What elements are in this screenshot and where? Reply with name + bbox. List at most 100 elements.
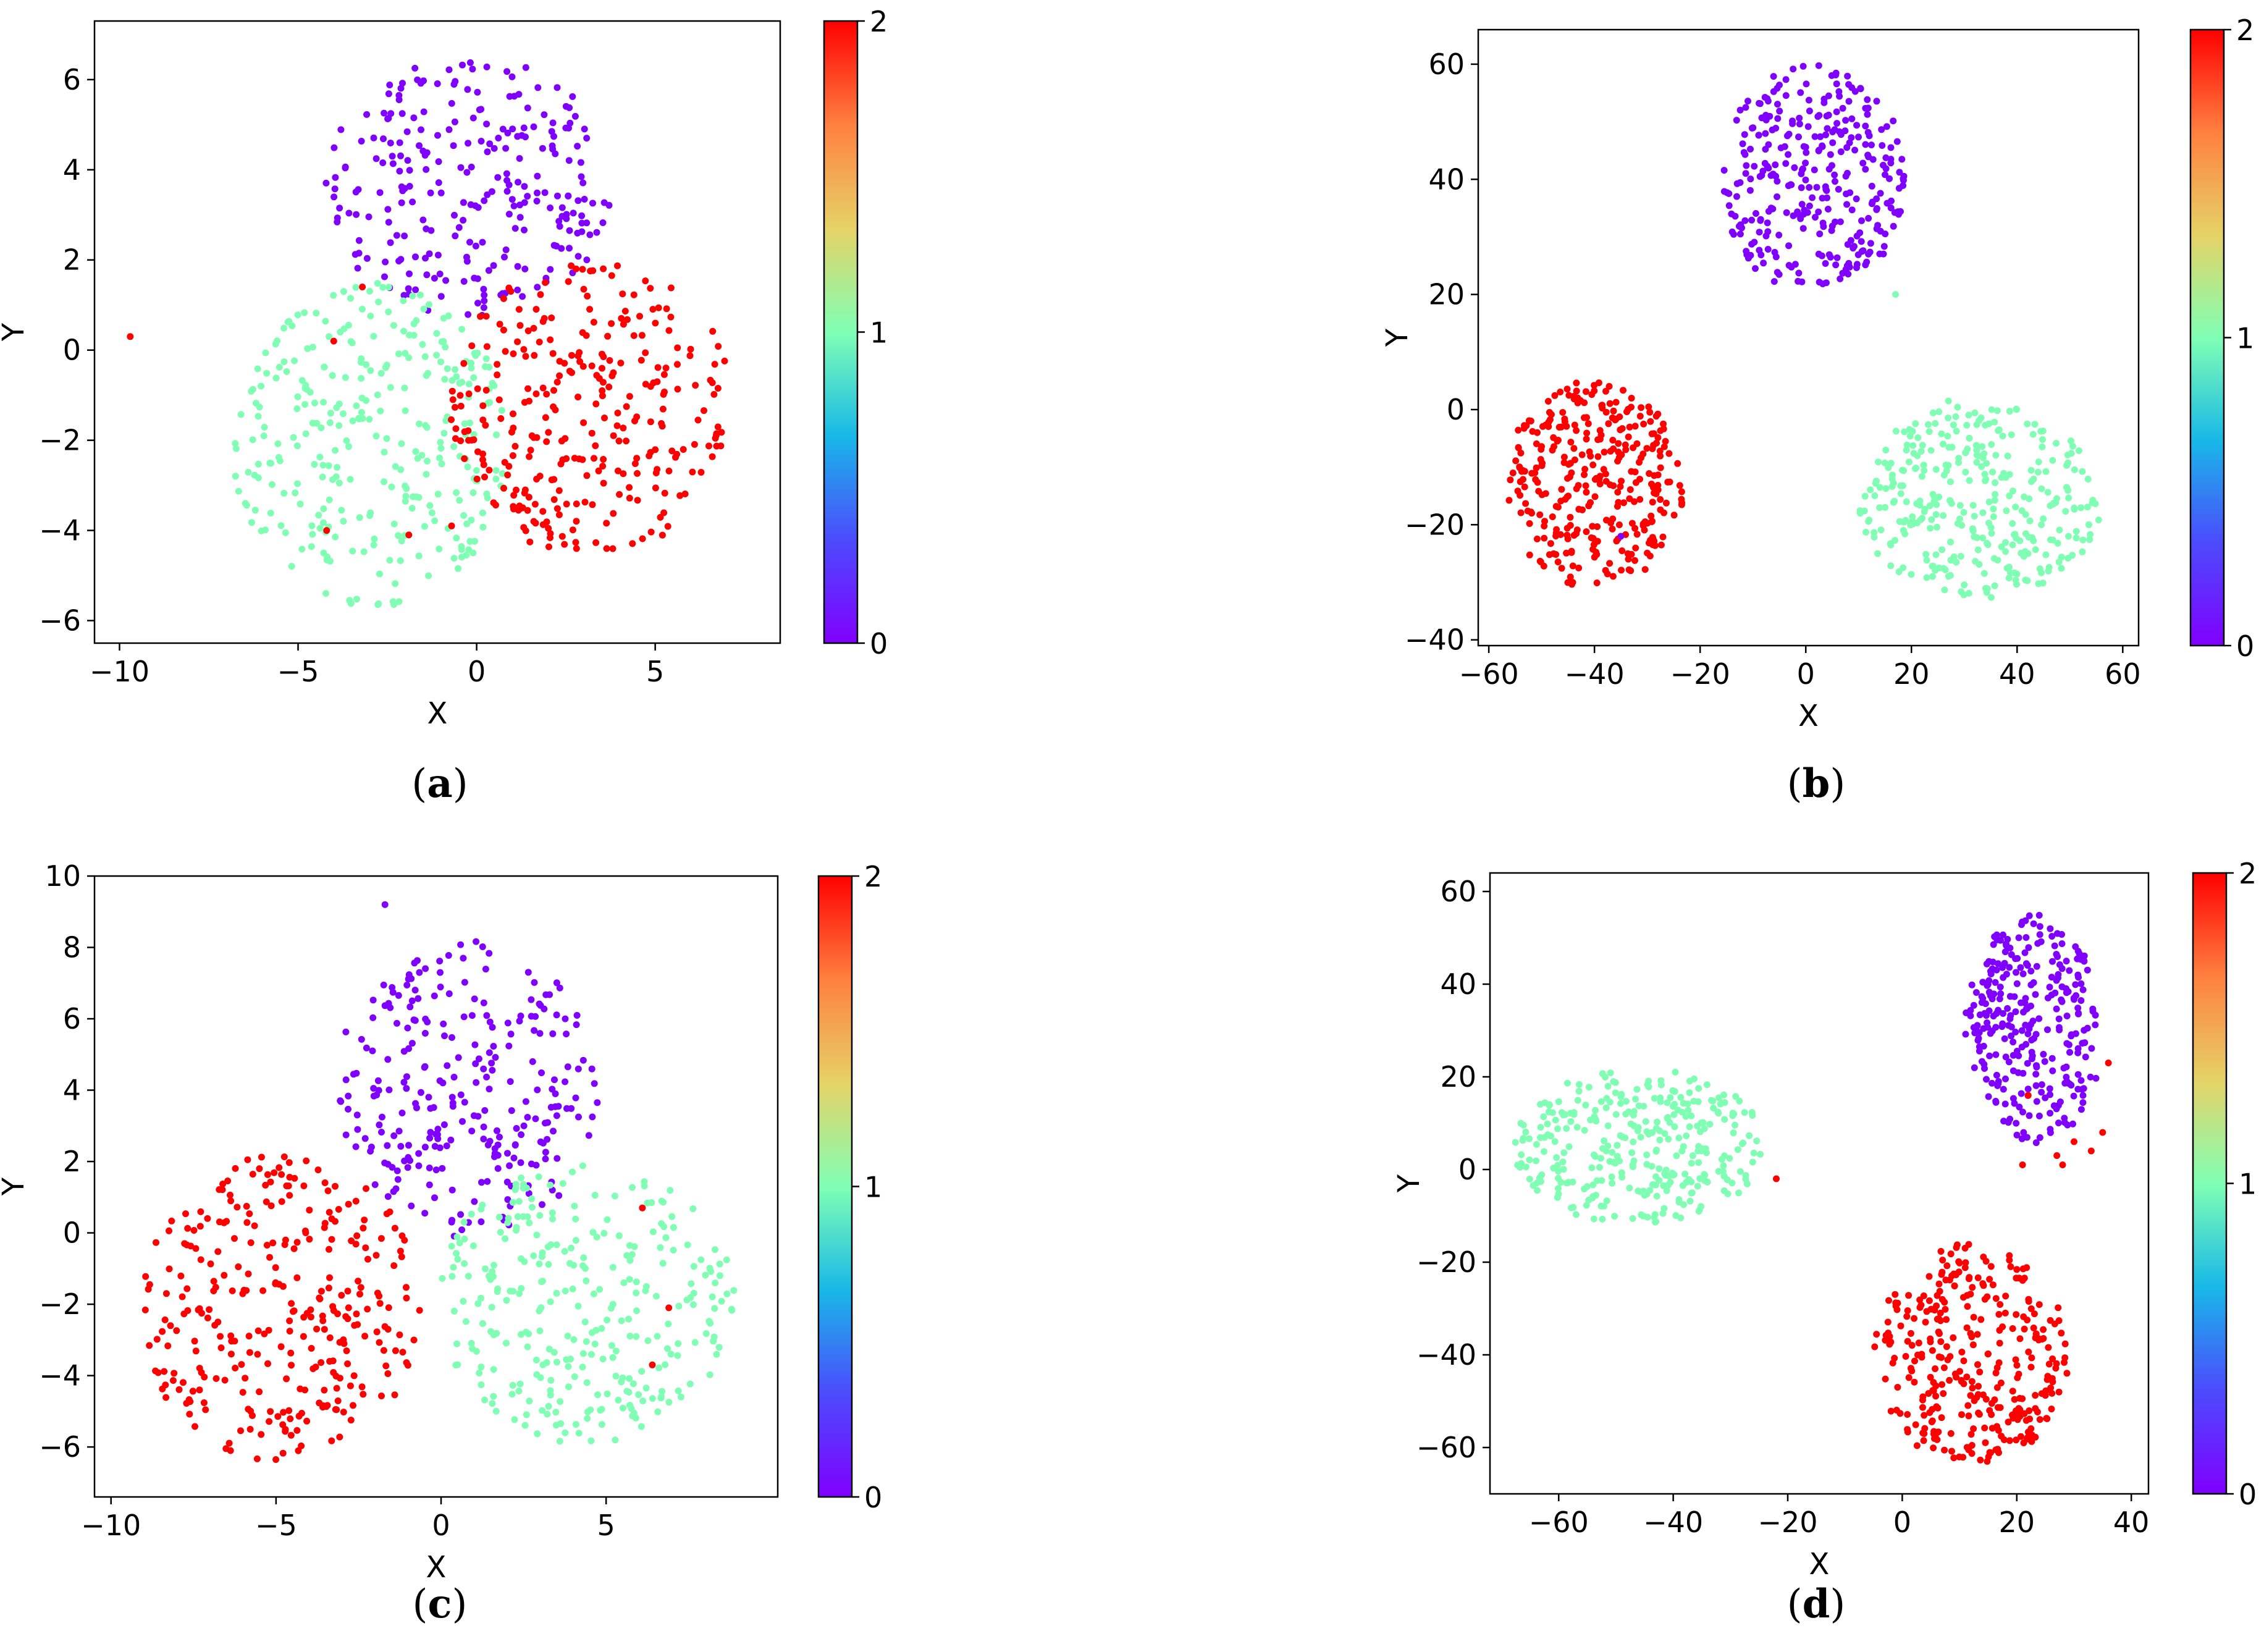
point-class-1 xyxy=(593,1233,600,1241)
point-class-2 xyxy=(448,416,455,423)
point-class-1 xyxy=(421,353,429,360)
point-class-2 xyxy=(1563,386,1571,393)
point-class-2 xyxy=(548,476,555,484)
point-class-0 xyxy=(473,1079,480,1086)
point-class-1 xyxy=(633,1289,640,1297)
point-class-1 xyxy=(320,398,327,406)
point-class-0 xyxy=(400,1048,408,1055)
point-class-1 xyxy=(615,1232,623,1239)
point-class-1 xyxy=(604,1317,611,1324)
x-tick-label: 0 xyxy=(1893,1506,1911,1539)
point-class-1 xyxy=(316,453,324,461)
point-class-1 xyxy=(1861,492,1869,500)
point-class-0 xyxy=(394,1176,402,1183)
point-class-2 xyxy=(514,338,521,345)
point-class-1 xyxy=(1918,473,1925,480)
point-class-1 xyxy=(1990,505,1997,513)
point-class-2 xyxy=(483,343,490,350)
point-class-2 xyxy=(1649,518,1656,525)
point-class-2 xyxy=(306,1207,313,1214)
point-class-1 xyxy=(1721,1152,1728,1160)
point-class-2 xyxy=(1657,452,1664,460)
point-class-1 xyxy=(381,478,388,486)
point-class-1 xyxy=(308,543,315,550)
point-class-1 xyxy=(633,1333,640,1340)
point-class-1 xyxy=(1934,523,1940,531)
point-class-0 xyxy=(1848,206,1856,214)
point-class-1 xyxy=(2056,526,2063,534)
point-class-0 xyxy=(1987,971,1995,977)
point-class-2 xyxy=(168,1217,175,1224)
point-class-2 xyxy=(1589,523,1596,530)
point-class-1 xyxy=(424,369,432,377)
point-class-0 xyxy=(1795,269,1803,277)
point-class-0 xyxy=(450,81,458,88)
point-class-2 xyxy=(1988,1411,1995,1418)
point-class-2 xyxy=(2028,1354,2035,1362)
point-class-0 xyxy=(426,1165,433,1171)
point-class-1 xyxy=(642,1283,650,1290)
point-class-2 xyxy=(1968,1378,1976,1385)
point-class-0 xyxy=(337,126,345,133)
point-class-1 xyxy=(479,509,486,516)
point-class-2 xyxy=(600,353,607,360)
point-class-1 xyxy=(513,1224,520,1231)
point-class-1 xyxy=(1555,1191,1562,1198)
panel-caption: (c) xyxy=(413,1581,468,1627)
point-class-2 xyxy=(553,379,561,386)
point-class-2 xyxy=(620,470,627,478)
point-class-0 xyxy=(2035,1015,2043,1022)
point-class-1 xyxy=(2020,553,2027,560)
point-class-0 xyxy=(1770,88,1777,95)
point-class-0 xyxy=(581,196,588,203)
point-class-0 xyxy=(471,1198,478,1205)
point-class-0 xyxy=(2035,912,2043,919)
x-tick-label: −60 xyxy=(1459,657,1519,691)
point-class-0 xyxy=(2054,953,2061,960)
point-class-1 xyxy=(460,1297,467,1305)
point-class-0 xyxy=(345,1092,352,1100)
point-class-1 xyxy=(255,413,262,420)
point-class-2 xyxy=(680,446,687,453)
point-class-2 xyxy=(1885,1297,1892,1304)
point-class-1 xyxy=(549,1215,556,1223)
point-class-2 xyxy=(2032,1392,2039,1399)
point-class-0 xyxy=(2005,1058,2013,1066)
point-class-1 xyxy=(1633,1085,1641,1093)
point-class-2 xyxy=(303,1310,311,1317)
point-class-1 xyxy=(648,1199,655,1207)
point-class-0 xyxy=(2032,1071,2040,1078)
point-class-2 xyxy=(280,1153,288,1160)
point-class-1 xyxy=(363,397,370,404)
point-class-2 xyxy=(626,393,633,400)
point-class-2 xyxy=(2048,1389,2056,1397)
point-class-2 xyxy=(604,332,612,340)
point-class-2 xyxy=(391,1224,398,1232)
point-class-2 xyxy=(526,397,532,405)
point-class-0 xyxy=(414,957,421,964)
point-class-2 xyxy=(1894,1384,1901,1391)
point-class-2 xyxy=(1583,429,1591,437)
point-class-1 xyxy=(1912,420,1919,428)
point-class-0 xyxy=(1880,243,1888,250)
point-class-0 xyxy=(1762,116,1770,124)
point-class-2 xyxy=(1946,1376,1953,1384)
point-class-0 xyxy=(1815,147,1822,154)
point-class-0 xyxy=(1827,253,1834,261)
y-tick-label: −2 xyxy=(39,1287,81,1321)
point-class-2 xyxy=(2025,1348,2032,1355)
x-tick-label: 0 xyxy=(468,655,486,688)
y-tick-label: 20 xyxy=(1428,278,1465,311)
point-class-0 xyxy=(585,1132,592,1139)
point-class-0 xyxy=(478,1179,485,1186)
point-class-1 xyxy=(504,1219,511,1226)
point-class-0 xyxy=(1842,117,1849,124)
point-class-1 xyxy=(675,1387,682,1394)
point-class-2 xyxy=(153,1239,159,1246)
point-class-0 xyxy=(549,1030,557,1037)
point-class-0 xyxy=(2055,974,2061,982)
point-class-1 xyxy=(1929,409,1937,416)
point-class-2 xyxy=(256,1165,263,1173)
point-class-2 xyxy=(1567,439,1575,446)
point-class-0 xyxy=(1809,194,1816,201)
